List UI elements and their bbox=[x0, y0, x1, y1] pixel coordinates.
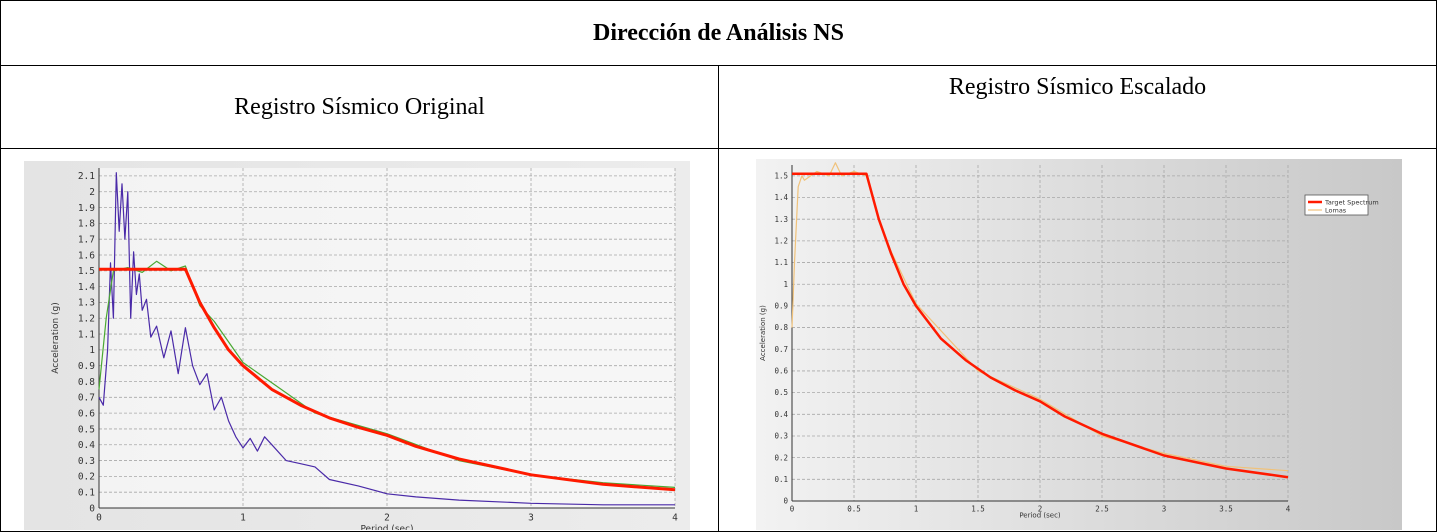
x-tick-label: 4 bbox=[672, 513, 678, 524]
y-tick-label: 1.3 bbox=[78, 298, 95, 309]
left-heading: Registro Sísmico Original bbox=[0, 65, 719, 149]
x-axis-label: Period (sec) bbox=[360, 525, 413, 531]
y-tick-label: 0.1 bbox=[78, 488, 95, 499]
y-tick-label: 0.5 bbox=[78, 424, 95, 435]
y-tick-label: 0.1 bbox=[774, 475, 788, 484]
y-tick-label: 1.4 bbox=[774, 193, 788, 202]
x-tick-label: 2 bbox=[384, 513, 390, 524]
y-tick-label: 2.1 bbox=[78, 171, 95, 182]
x-tick-label: 1.5 bbox=[971, 505, 985, 514]
y-tick-label: 1.8 bbox=[78, 219, 95, 230]
x-tick-label: 4 bbox=[1286, 505, 1291, 514]
y-tick-label: 1.2 bbox=[774, 236, 788, 245]
y-tick-label: 1.5 bbox=[78, 266, 95, 277]
x-tick-label: 2.5 bbox=[1095, 505, 1109, 514]
x-tick-label: 3.5 bbox=[1219, 505, 1233, 514]
x-tick-label: 1 bbox=[914, 505, 919, 514]
y-tick-label: 0.4 bbox=[78, 440, 95, 451]
y-axis-label: Acceleration (g) bbox=[759, 305, 767, 361]
y-tick-label: 1.1 bbox=[78, 329, 95, 340]
y-tick-label: 1.5 bbox=[774, 171, 788, 180]
series-line-0 bbox=[99, 267, 676, 492]
y-tick-label: 0.7 bbox=[774, 345, 788, 354]
x-axis-label: Period (sec) bbox=[1019, 512, 1061, 520]
y-tick-label: 0.2 bbox=[774, 453, 788, 462]
y-tick-label: 0.3 bbox=[774, 432, 788, 441]
x-tick-label: 0 bbox=[790, 505, 795, 514]
y-tick-label: 0.5 bbox=[774, 388, 788, 397]
y-tick-label: 0.3 bbox=[78, 456, 95, 467]
x-tick-label: 0.5 bbox=[847, 505, 861, 514]
x-tick-label: 0 bbox=[96, 513, 102, 524]
y-tick-label: 1.1 bbox=[774, 258, 788, 267]
series-line-0 bbox=[792, 172, 1289, 479]
chart-background bbox=[756, 159, 1402, 530]
x-tick-label: 3 bbox=[528, 513, 534, 524]
y-tick-label: 1.3 bbox=[774, 215, 788, 224]
y-tick-label: 2 bbox=[89, 187, 95, 198]
x-tick-label: 3 bbox=[1162, 505, 1167, 514]
y-tick-label: 0.2 bbox=[78, 472, 95, 483]
y-tick-label: 0.8 bbox=[774, 323, 788, 332]
y-tick-label: 0.7 bbox=[78, 393, 95, 404]
y-tick-label: 1.7 bbox=[78, 234, 95, 245]
y-tick-label: 1.4 bbox=[78, 282, 95, 293]
y-tick-label: 1 bbox=[783, 280, 788, 289]
right-chart-cell: 0 0.1 0.2 0.3 0.4 0.5 0.6 0.7 0.8 0.9 1 1.1 1.2 1.3 1.… bbox=[718, 148, 1437, 532]
y-tick-label: 0.4 bbox=[774, 410, 788, 419]
y-tick-label: 1.6 bbox=[78, 250, 95, 261]
y-tick-label: 0.9 bbox=[774, 302, 788, 311]
x-tick-label: 1 bbox=[240, 513, 246, 524]
y-tick-label: 0 bbox=[89, 503, 95, 514]
right-heading: Registro Sísmico Escalado bbox=[718, 65, 1437, 149]
y-tick-label: 0.8 bbox=[78, 377, 95, 388]
series-line-2 bbox=[98, 172, 675, 506]
scaled-spectrum-chart: 0 0.1 0.2 0.3 0.4 0.5 0.6 0.7 0.8 0.9 1 1.1 1.2 1.3 1.… bbox=[756, 159, 1402, 530]
legend-label: Lomas bbox=[1325, 207, 1347, 215]
y-tick-label: 0.9 bbox=[78, 361, 95, 372]
y-tick-label: 1.9 bbox=[78, 203, 95, 214]
table-title: Dirección de Análisis NS bbox=[0, 0, 1437, 66]
y-tick-label: 0.6 bbox=[774, 367, 788, 376]
y-tick-label: 0.6 bbox=[78, 408, 95, 419]
y-axis-label: Acceleration (g) bbox=[51, 302, 61, 374]
y-tick-label: 0 bbox=[783, 497, 788, 506]
y-tick-label: 1.2 bbox=[78, 314, 95, 325]
y-tick-label: 1 bbox=[89, 345, 95, 356]
original-spectrum-chart: 0 0.1 0.2 0.3 0.4 0.5 0.6 0.7 0.8 0.9 1 1.1 1.2 1.3 1.… bbox=[24, 161, 690, 531]
legend-label: Target Spectrum bbox=[1324, 199, 1379, 207]
left-chart-cell: 0 0.1 0.2 0.3 0.4 0.5 0.6 0.7 0.8 0.9 1 1.1 1.2 1.3 1.… bbox=[0, 148, 719, 532]
x-tick-label: 2 bbox=[1038, 505, 1043, 514]
